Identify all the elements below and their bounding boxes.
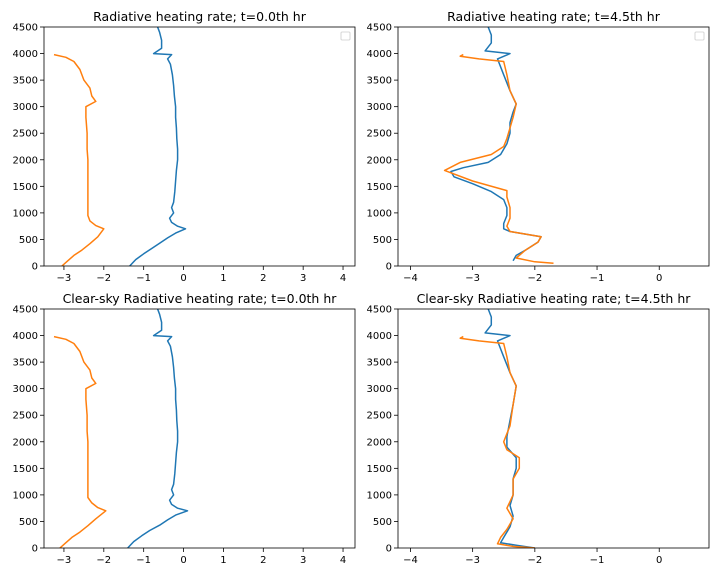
y-tick-label: 2500 — [367, 411, 392, 422]
chart-panel-3: Clear-sky Radiative heating rate; t=0.0t… — [13, 291, 356, 566]
y-tick-label: 4000 — [13, 331, 38, 342]
axes-frame — [397, 26, 710, 267]
x-tick-label: 0 — [656, 555, 662, 566]
y-tick-label: 1000 — [13, 208, 38, 219]
y-tick-label: 2000 — [367, 155, 392, 166]
chart-panel-2: Radiative heating rate; t=4.5th hr −4 −3 −2… — [367, 9, 710, 284]
y-tick-label: 500 — [19, 235, 38, 246]
x-tick-label: 0 — [656, 273, 662, 284]
y-tick-label: 3000 — [13, 102, 38, 113]
chart-title: Clear-sky Radiative heating rate; t=4.5t… — [417, 291, 692, 306]
x-tick-label: −2 — [527, 273, 542, 284]
x-tick-label: −2 — [96, 555, 111, 566]
y-tick-label: 3000 — [13, 384, 38, 395]
series-line-1 — [450, 27, 542, 262]
y-tick-label: 3500 — [13, 358, 38, 369]
y-tick-label: 3000 — [367, 102, 392, 113]
y-tick-label: 2000 — [13, 437, 38, 448]
series-line-1 — [129, 27, 187, 266]
series-line-1 — [484, 309, 535, 548]
series-line-1 — [127, 309, 189, 548]
x-tick-label: 4 — [340, 273, 346, 284]
y-tick-label: 0 — [32, 262, 38, 273]
y-tick-label: 0 — [386, 262, 392, 273]
x-tick-label: 2 — [260, 555, 266, 566]
x-tick-label: −1 — [590, 273, 605, 284]
y-tick-label: 3500 — [13, 76, 38, 87]
y-tick-label: 4500 — [13, 305, 38, 316]
y-tick-label: 1500 — [13, 464, 38, 475]
y-tick-label: 2500 — [367, 129, 392, 140]
legend-box — [340, 31, 351, 41]
x-tick-label: 1 — [220, 555, 226, 566]
y-tick-label: 1500 — [367, 182, 392, 193]
y-tick-label: 3500 — [367, 76, 392, 87]
y-tick-label: 3500 — [367, 358, 392, 369]
legend-box — [694, 31, 705, 41]
y-tick-label: 0 — [386, 544, 392, 555]
x-tick-label: −3 — [57, 555, 72, 566]
y-tick-label: 4000 — [367, 331, 392, 342]
x-tick-label: −3 — [465, 555, 480, 566]
x-tick-label: 4 — [340, 555, 346, 566]
axes-frame — [43, 26, 356, 267]
y-tick-label: 2000 — [367, 437, 392, 448]
x-tick-label: −2 — [527, 555, 542, 566]
chart-panel-1: Radiative heating rate; t=0.0th hr −3 −2 −1… — [13, 9, 356, 284]
x-tick-label: −1 — [590, 555, 605, 566]
y-tick-label: 1500 — [367, 464, 392, 475]
y-tick-label: 500 — [373, 517, 392, 528]
x-tick-label: −3 — [57, 273, 72, 284]
chart-title: Radiative heating rate; t=4.5th hr — [447, 9, 661, 24]
y-tick-label: 4500 — [367, 23, 392, 34]
x-tick-label: 1 — [220, 273, 226, 284]
series-line-2 — [443, 53, 554, 265]
y-tick-label: 4500 — [13, 23, 38, 34]
x-tick-label: −1 — [136, 555, 151, 566]
y-tick-label: 1500 — [13, 182, 38, 193]
x-tick-label: 0 — [180, 555, 186, 566]
x-tick-label: −4 — [403, 555, 418, 566]
series-line-2 — [53, 335, 107, 548]
y-tick-label: 2500 — [13, 129, 38, 140]
y-tick-label: 2000 — [13, 155, 38, 166]
axes-frame — [43, 308, 356, 549]
axes-frame — [397, 308, 710, 549]
x-tick-label: 3 — [300, 273, 306, 284]
x-tick-label: 3 — [300, 555, 306, 566]
y-tick-label: 500 — [19, 517, 38, 528]
y-tick-label: 4500 — [367, 305, 392, 316]
x-tick-label: 0 — [180, 273, 186, 284]
x-tick-label: −1 — [136, 273, 151, 284]
y-tick-label: 1000 — [13, 490, 38, 501]
chart-panel-4: Clear-sky Radiative heating rate; t=4.5t… — [367, 291, 710, 566]
x-tick-label: −3 — [465, 273, 480, 284]
x-tick-label: 2 — [260, 273, 266, 284]
y-tick-label: 4000 — [367, 49, 392, 60]
y-tick-label: 4000 — [13, 49, 38, 60]
y-tick-label: 1000 — [367, 208, 392, 219]
x-tick-label: −2 — [96, 273, 111, 284]
y-tick-label: 2500 — [13, 411, 38, 422]
series-line-2 — [459, 335, 535, 548]
y-tick-label: 3000 — [367, 384, 392, 395]
chart-title: Clear-sky Radiative heating rate; t=0.0t… — [63, 291, 338, 306]
y-tick-label: 500 — [373, 235, 392, 246]
x-tick-label: −4 — [403, 273, 418, 284]
chart-title: Radiative heating rate; t=0.0th hr — [93, 9, 307, 24]
y-tick-label: 0 — [32, 544, 38, 555]
series-line-2 — [53, 53, 105, 266]
y-tick-label: 1000 — [367, 490, 392, 501]
